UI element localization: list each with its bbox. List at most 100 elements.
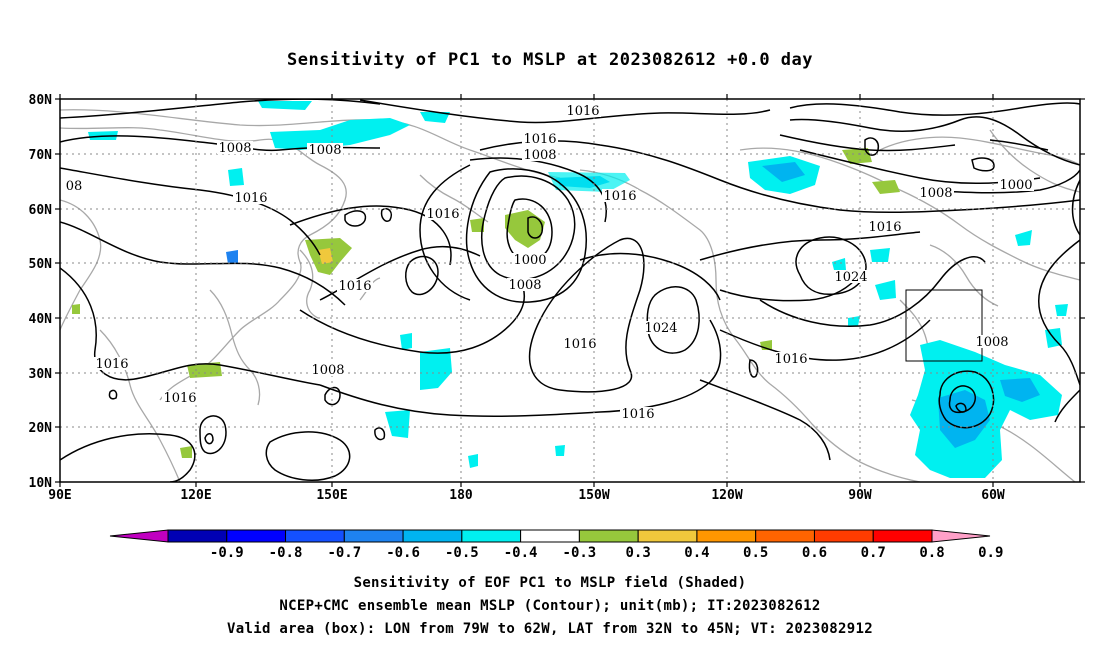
colorbar-label: 0.8 [919,545,944,561]
contour-label: 1000 [513,253,546,268]
colorbar-box [226,529,287,543]
contour-label-bg [425,207,461,220]
colorbar-box [755,529,815,543]
colorbar-box [285,529,345,543]
contour-label: 1016 [95,357,128,372]
lat-label: 30N [29,367,53,382]
contour-label: 1000 [999,178,1032,193]
colorbar-box [167,529,228,543]
contour-label-bg [310,363,346,376]
contour-label-bg [562,337,598,350]
contour-label-bg [522,148,558,161]
colorbar-label: 0.7 [861,545,886,561]
colorbar [109,529,991,543]
lat-label: 80N [29,93,53,108]
contour-label: 1008 [523,148,556,163]
lon-label: 180 [449,488,473,503]
contour-label: 1008 [508,278,541,293]
colorbar-box [813,529,874,543]
footer-line-1: Sensitivity of EOF PC1 to MSLP field (Sh… [353,575,747,591]
valid-area-box [905,289,983,362]
contour-label-bg [162,391,198,404]
contour-label: 1008 [311,363,344,378]
colorbar-label: -0.3 [563,545,597,561]
contour-label-bg [565,104,601,117]
contour-label-bg [64,179,84,192]
contour-label: 1016 [774,352,807,367]
contour-label: 1016 [338,279,371,294]
lon-label: 150W [578,488,609,503]
colorbar-label: -0.6 [386,545,420,561]
colorbar-label: -0.4 [504,545,538,561]
contour-label-bg [337,279,373,292]
colorbar-box [343,529,404,543]
map-frame [59,98,1081,483]
lon-label: 120W [711,488,742,503]
contour-label-bg [94,357,130,370]
contour-label: 1024 [644,321,677,336]
contour-label-bg [773,352,809,365]
axis-ticks [55,94,1085,487]
lon-label: 90W [848,488,872,503]
colorbar-label: -0.8 [269,545,303,561]
contour-label-bg [507,278,543,291]
contour-label: 1016 [426,207,459,222]
contour-label: 1024 [834,270,867,285]
colorbar-label: 0.5 [743,545,768,561]
contour-label: 1016 [566,104,599,119]
contour-label-bg [522,132,558,145]
contour-label: 1016 [234,191,267,206]
colorbar-label: -0.5 [445,545,479,561]
colorbar-box [402,529,463,543]
lat-label: 70N [29,148,53,163]
colorbar-label: -0.7 [327,545,361,561]
contour-label-bg [620,407,656,420]
contour-label-bg [307,143,343,156]
lon-label: 60W [981,488,1005,503]
contour-label: 1016 [868,220,901,235]
map-title: Sensitivity of PC1 to MSLP at 2023082612… [286,50,813,70]
contour-label-bg [643,321,679,334]
colorbar-right-arrow [931,529,991,543]
colorbar-labels: -0.9 -0.8 -0.7 -0.6 -0.5 -0.4 -0.3 0.3 0.4 0.5 0.6… [210,545,1004,561]
contour-label: 1016 [523,132,556,147]
colorbar-box [461,529,522,543]
contour-label-bg [602,189,638,202]
contour-label: 1008 [218,141,251,156]
lat-label: 20N [29,421,53,436]
contour-label-bg [998,178,1034,191]
footer-line-2: NCEP+CMC ensemble mean MSLP (Contour); u… [279,598,821,614]
contour-label: 1008 [308,143,341,158]
lat-label: 50N [29,257,53,272]
lat-label: 10N [29,476,53,491]
contour-label-bg [974,335,1010,348]
colorbar-box [637,529,698,543]
contour-label: 1016 [563,337,596,352]
colorbar-box [578,529,639,543]
contour-label-bg [512,253,548,266]
lat-label: 40N [29,312,53,327]
contour-label: 08 [66,179,83,194]
sensitivity-shading [72,101,1068,478]
colorbar-box [696,529,757,543]
colorbar-box [872,529,933,543]
colorbar-label: 0.3 [626,545,651,561]
contour-label: 1008 [919,186,952,201]
colorbar-label: 0.9 [978,545,1003,561]
contour-label: 1016 [163,391,196,406]
lon-label: 120E [180,488,211,503]
contour-label-bg [233,191,269,204]
contour-label-bg [217,141,253,154]
map-grid [60,99,1080,482]
colorbar-left-arrow [109,529,169,543]
contour-label: 1008 [975,335,1008,350]
contour-label: 1016 [621,407,654,422]
contour-label-bg [867,220,903,233]
lat-label: 60N [29,203,53,218]
colorbar-label: -0.9 [210,545,244,561]
colorbar-label: 0.4 [684,545,709,561]
